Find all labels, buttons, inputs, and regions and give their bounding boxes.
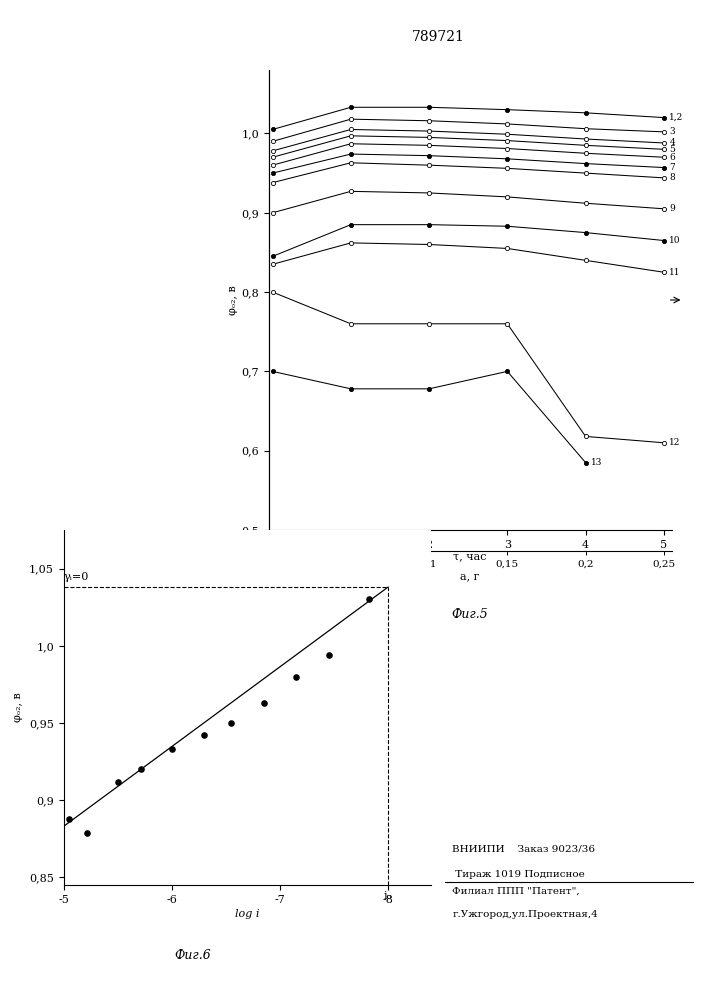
Text: 3: 3 <box>670 127 675 136</box>
Point <box>199 727 210 743</box>
Point <box>64 811 75 827</box>
X-axis label: τ, час: τ, час <box>453 551 487 561</box>
Text: 10: 10 <box>670 236 681 245</box>
X-axis label: а, г: а, г <box>460 572 480 582</box>
Text: γᵢ=0: γᵢ=0 <box>64 572 89 582</box>
Text: i₀: i₀ <box>384 891 392 901</box>
Point <box>226 715 237 731</box>
Point <box>363 591 374 607</box>
Text: Тираж 1019 Подписное: Тираж 1019 Подписное <box>452 870 585 879</box>
Text: 9: 9 <box>670 204 675 213</box>
Point <box>323 647 334 663</box>
Text: 789721: 789721 <box>412 30 464 44</box>
Text: 1,2: 1,2 <box>670 113 684 122</box>
Text: 5: 5 <box>670 145 675 154</box>
Text: 8: 8 <box>670 173 675 182</box>
Text: 6: 6 <box>670 153 675 162</box>
Text: Фиг.6: Фиг.6 <box>174 949 211 962</box>
Text: ВНИИПИ    Заказ 9023/36: ВНИИПИ Заказ 9023/36 <box>452 845 595 854</box>
Text: 13: 13 <box>591 458 602 467</box>
Point <box>112 774 123 790</box>
Point <box>291 669 302 685</box>
Text: 4: 4 <box>670 138 675 147</box>
Text: г.Ужгород,ул.Проектная,4: г.Ужгород,ул.Проектная,4 <box>452 910 598 919</box>
Text: Филиал ППП "Патент",: Филиал ППП "Патент", <box>452 887 580 896</box>
Point <box>82 825 93 841</box>
Text: Фиг.5: Фиг.5 <box>452 608 489 621</box>
X-axis label: log i: log i <box>235 909 259 919</box>
Y-axis label: φₒ₂, в: φₒ₂, в <box>228 285 238 315</box>
Text: 11: 11 <box>670 268 681 277</box>
Point <box>136 761 147 777</box>
Point <box>258 695 269 711</box>
Text: 12: 12 <box>670 438 681 447</box>
Point <box>166 741 177 757</box>
Y-axis label: φₒ₂, в: φₒ₂, в <box>13 693 23 722</box>
Text: 7: 7 <box>670 163 675 172</box>
